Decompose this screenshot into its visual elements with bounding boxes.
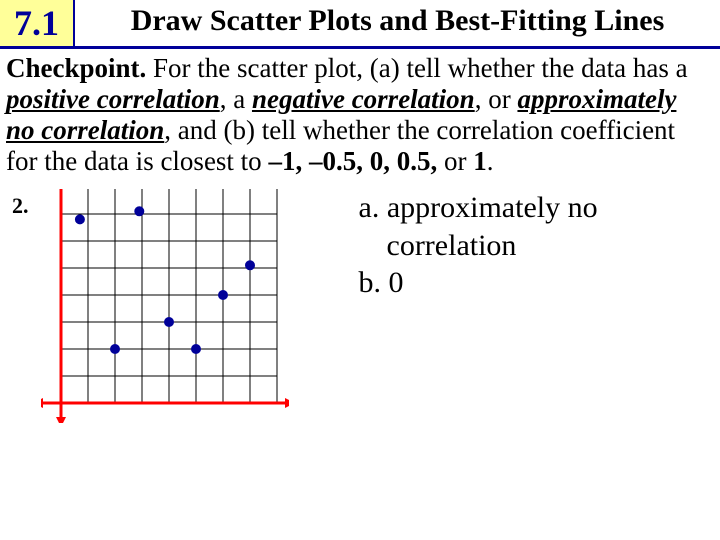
instructions: Checkpoint. For the scatter plot, (a) te… [0,49,720,177]
instr-emph1: positive correlation [6,84,220,114]
instr-period: . [487,146,494,176]
instr-sep1: , a [220,84,252,114]
answers: a. approximately no correlation b. 0 [289,189,598,302]
problem-number: 2. [12,193,29,219]
instr-sep2: , or [475,84,518,114]
content-row: 2. a. approximately no correlation b. 0 [0,177,720,428]
section-number: 7.1 [0,0,75,46]
checkpoint-lead: Checkpoint. [6,53,146,83]
header-row: 7.1 Draw Scatter Plots and Best-Fitting … [0,0,720,49]
answer-a-cont: correlation [359,227,598,265]
answer-a: a. approximately no [359,189,598,227]
instr-last: 1 [473,146,487,176]
scatter-chart [41,189,289,428]
answer-b: b. 0 [359,264,598,302]
instr-vals: –1, –0.5, 0, 0.5, [268,146,437,176]
page-title: Draw Scatter Plots and Best-Fitting Line… [75,0,720,46]
instr-p1: For the scatter plot, (a) tell whether t… [146,53,687,83]
instr-emph2: negative correlation [252,84,475,114]
instr-sep3: or [437,146,473,176]
